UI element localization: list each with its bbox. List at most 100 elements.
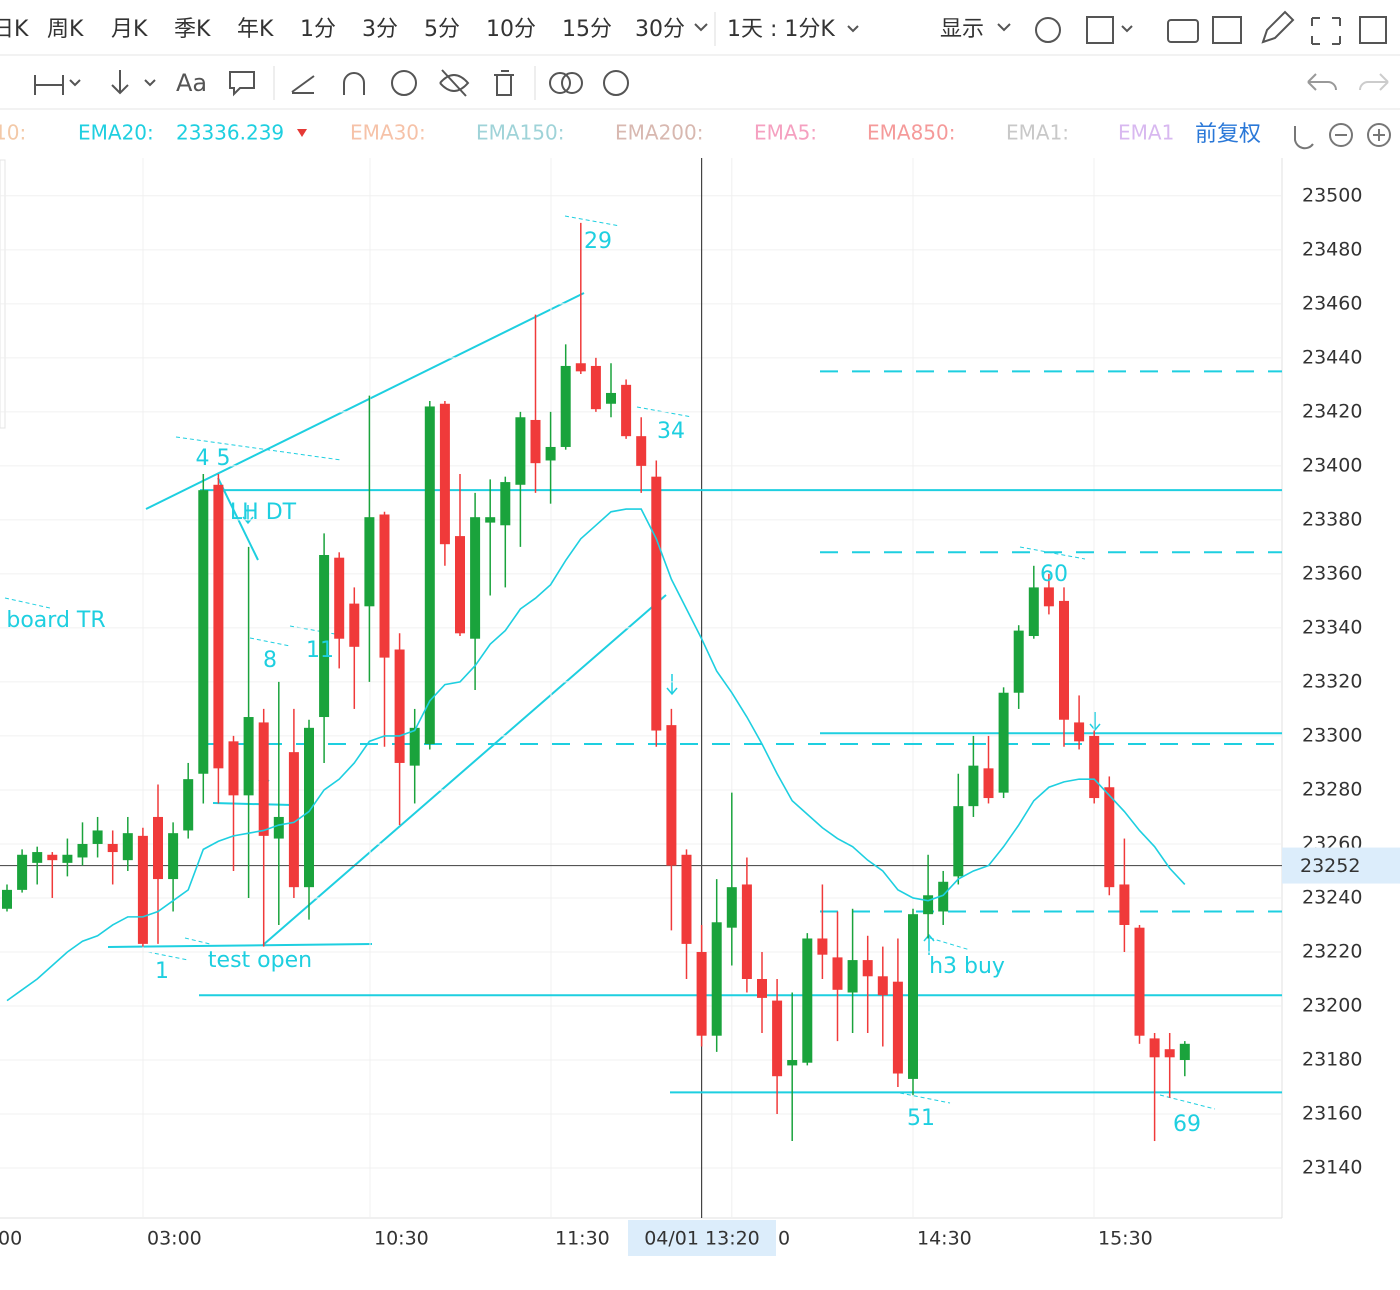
crosshair-label-bg [628,1220,776,1256]
candle-body [485,517,496,523]
legend-arrow [297,129,307,137]
drawings [4,215,1216,1110]
candle-body [953,806,964,877]
candle-body [394,649,405,763]
annotation: 34 [657,419,685,444]
candle-body [696,951,707,1036]
period-button[interactable]: 15分 [562,17,612,42]
annotation: board TR [6,608,105,633]
dropdown-icon[interactable] [997,23,1011,32]
redo-icon[interactable] [1359,73,1389,91]
candle-body [681,854,692,944]
camera-icon[interactable] [1167,19,1199,43]
candle-body [153,816,163,880]
toolbar-icons [34,10,1391,150]
magnet-icon[interactable] [343,72,365,95]
settings-icon[interactable] [1035,17,1061,43]
settings-icon[interactable] [603,70,629,96]
period-button[interactable]: 3分 [362,17,398,42]
period-button[interactable]: 30分 [635,17,685,42]
shape-icon[interactable] [1086,16,1114,44]
candle-body [1119,884,1130,925]
adjust-mode[interactable]: 前复权 [1195,122,1261,147]
trend-line [145,292,585,510]
period-button[interactable]: 周K [47,17,84,42]
legend-name: EMA5: [754,121,817,145]
period-button[interactable]: 日K [0,17,29,42]
candle-body [455,536,465,634]
hide-icon[interactable] [439,69,470,97]
annotation: h3 buy [929,954,1005,979]
display-menu[interactable]: 显示 [940,17,984,42]
candle-body [787,1060,798,1066]
panel-icon[interactable] [1359,16,1387,44]
y-tick-label: 23400 [1302,454,1362,476]
period-button[interactable]: 1分 [300,17,336,42]
candle-body [998,692,1009,793]
zoom-in-icon[interactable] [1367,123,1391,147]
candle-body [1164,1049,1175,1058]
reset-icon[interactable] [1294,126,1314,150]
candle-body [1074,722,1085,742]
compare-icon[interactable] [549,72,571,94]
x-tick-label: 00 [0,1228,22,1250]
candle-body [530,419,541,464]
y-tick-label: 23140 [1302,1157,1362,1179]
combo-selector[interactable]: 1天 : 1分K [727,17,835,42]
candle-body [1104,787,1115,888]
line-tool-icon[interactable] [291,75,315,94]
period-button[interactable]: 10分 [486,17,536,42]
zoom-out-icon[interactable] [1329,123,1353,147]
period-button[interactable]: 5分 [424,17,460,42]
candle-body [258,722,269,836]
candle-body [757,978,767,998]
x-tick-label: 14:30 [917,1228,972,1250]
y-tick-label: 23220 [1302,940,1362,962]
candle-body [666,725,677,866]
undo-icon[interactable] [1307,73,1337,91]
dropdown-icon[interactable] [1121,25,1133,33]
annotation: test open [208,948,312,973]
period-button[interactable]: 月K [111,17,148,42]
y-tick-label: 23500 [1302,184,1362,206]
candle-body [198,490,209,774]
measure-icon[interactable] [34,75,81,95]
candle-body [304,727,314,888]
x-tick-label: 0 [778,1228,790,1250]
period-button[interactable]: 季K [174,17,211,42]
candle-body [32,852,43,863]
candle-body [439,403,450,545]
image-icon[interactable] [1212,16,1242,44]
period-button[interactable]: 年K [237,17,274,42]
y-tick-label: 23440 [1302,346,1362,368]
compare-icon [561,72,583,94]
zoom-in-icon [1373,129,1385,141]
legend-name: EMA30: [350,121,426,145]
candle-body [334,557,345,639]
fullscreen-icon[interactable] [1311,17,1341,45]
dropdown-icon[interactable] [694,23,708,32]
x-tick-label: 15:30 [1098,1228,1153,1250]
y-tick-label: 23380 [1302,508,1362,530]
candle-body [862,960,873,977]
comment-icon[interactable] [229,71,255,97]
trend-line [262,594,667,946]
candle-body [802,938,813,1063]
candle-body [228,741,239,796]
dotted-marker [4,215,1216,1110]
legend-value: 23336.239 [176,121,284,145]
delete-icon[interactable] [494,70,514,96]
candle-body [77,843,88,858]
arrow-tool-icon[interactable] [111,70,156,95]
candle-body [470,517,481,639]
lock-icon[interactable] [391,70,417,96]
text-tool[interactable]: Aa [176,69,207,97]
annotation: 8 [263,648,277,673]
dropdown-icon[interactable] [847,25,859,33]
candle-body [545,446,556,461]
candle-body [575,363,586,372]
candle-body [107,843,118,853]
pen-icon[interactable] [1261,10,1295,44]
y-tick-label: 23320 [1302,670,1362,692]
